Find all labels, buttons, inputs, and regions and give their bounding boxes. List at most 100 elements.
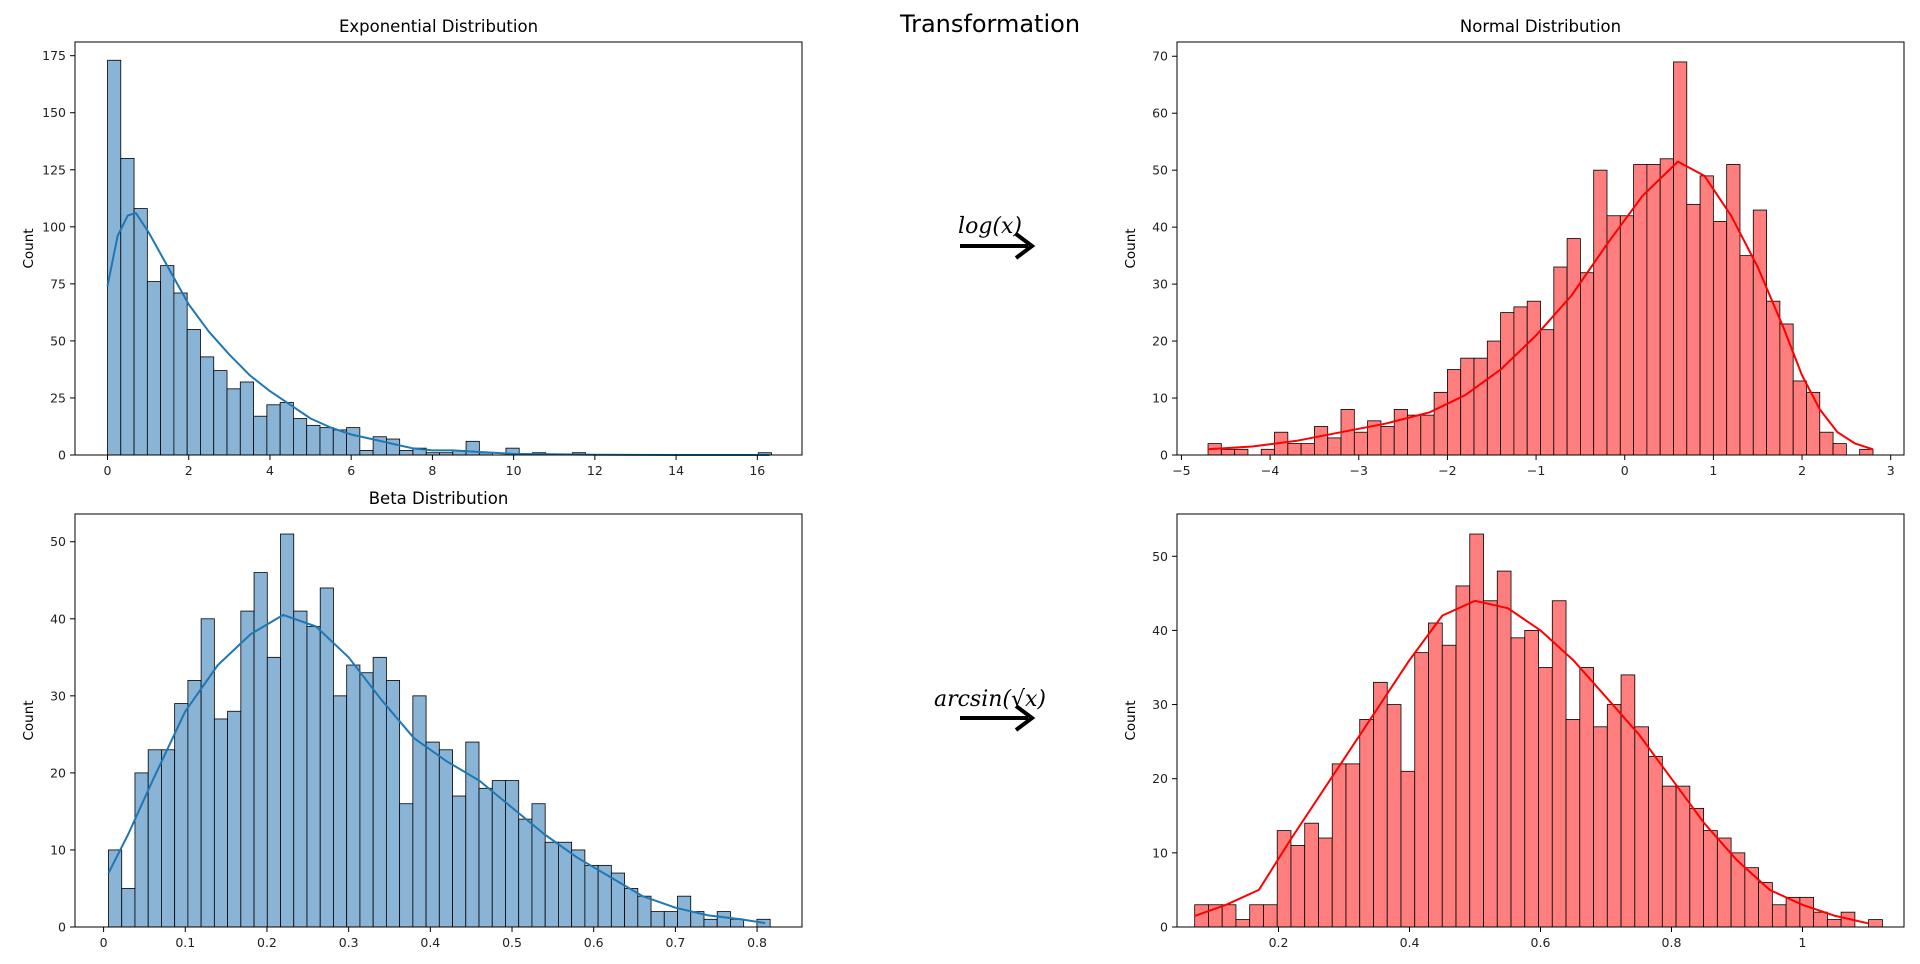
normal-histogram: −5 −4 −3 −2 −1 0 1 2 3010203040506070CountNormal… [1123,17,1905,478]
histogram-bar [1620,674,1636,928]
transform-arrow-top: log(x) [958,214,1036,260]
histogram-bar [425,741,440,928]
histogram-bar [1565,718,1581,928]
histogram-bar [186,329,201,456]
y-tick-label: 100 [42,219,66,234]
histogram-bar [306,424,321,456]
histogram-bar [1593,726,1608,928]
histogram-bar [1469,533,1484,928]
y-tick-label: 50 [50,333,66,348]
histogram-bar [1792,380,1807,456]
y-axis-label: Count [1123,228,1139,268]
histogram-bar [1726,164,1741,456]
histogram-bar [465,741,480,928]
histogram-bar [1739,255,1754,456]
histogram-bar [518,818,533,928]
histogram-bar [1359,718,1374,928]
histogram-bar [1260,448,1275,456]
histogram-bar [1579,272,1595,456]
histogram-bar [465,440,480,456]
x-tick-label: 0.1 [175,935,195,950]
histogram-bar [637,895,652,928]
histogram-bar [1593,169,1608,456]
x-tick-label: −4 [1261,463,1279,478]
histogram-bar [1318,837,1333,928]
transform-arrow-bottom: arcsin(√x) [934,687,1046,732]
histogram-bar [1606,704,1622,928]
histogram-bar [452,795,467,928]
histogram-bar [1220,448,1236,456]
histogram-bar [1712,221,1728,456]
y-axis-label: Count [1123,700,1139,740]
x-tick-label: 0.4 [420,935,440,950]
histogram-bar [1744,867,1760,928]
arrow-label-log: log(x) [958,214,1022,239]
histogram-bars [108,533,771,928]
y-tick-label: 20 [1152,771,1168,786]
beta-histogram: 0 0.1 0.2 0.3 0.4 0.5 0.6 0.7 0.8 0 10 20 30 40 50 Coun… [21,489,803,950]
exponential-histogram: 0 2 4 6 8 10 12 14 16 0 25 50 75 100 125 150 175 Count Exp… [21,17,803,478]
histogram-bar [1553,266,1568,456]
histogram-bar [293,610,308,928]
y-tick-label: 10 [1152,845,1168,860]
histogram-bar [293,418,308,456]
x-tick-label: 0.7 [665,935,685,950]
histogram-bar [174,703,189,928]
histogram-bar [239,381,254,456]
histogram-bar [200,618,215,928]
histogram-bars [1207,61,1874,456]
histogram-bar [1661,785,1677,928]
x-tick-label: 2 [1798,463,1806,478]
histogram-bar [1689,807,1704,928]
histogram-bar [332,429,347,456]
histogram-bar [333,695,348,928]
kde-curve [106,212,770,456]
histogram-bar [584,864,599,928]
x-tick-label: 1 [1709,463,1717,478]
histogram-bar [1813,911,1828,928]
histogram-bar [1393,409,1408,456]
x-tick-label: 3 [1887,463,1895,478]
y-tick-label: 70 [1152,49,1168,64]
histogram-bar [1766,300,1781,456]
histogram-bar [1407,414,1422,456]
histogram-bar [1287,443,1302,456]
histogram-bar [1386,704,1402,928]
histogram-bar [1673,61,1688,456]
right-arrow-icon [960,704,1036,732]
y-tick-label: 150 [42,105,66,120]
histogram-bar [266,404,281,456]
axes-frame [1176,41,1905,456]
histogram-bar [1579,667,1594,928]
histogram-bar [1327,437,1342,456]
x-tick-label: 16 [749,463,765,478]
histogram-bar [1538,667,1553,928]
histogram-bar [1420,414,1435,456]
histogram-bar [1473,357,1488,456]
histogram-bar [213,370,228,456]
histogram-bar [399,803,414,928]
histogram-bar [279,402,294,456]
x-tick-label: 0.8 [1662,935,1682,950]
histogram-bar [1331,763,1347,928]
histogram-bar [121,888,136,928]
histogram-bar [1648,756,1663,928]
histogram-bar [1455,585,1471,928]
x-tick-label: 0.2 [257,935,277,950]
histogram-bar [1486,340,1502,456]
x-tick-label: 0.5 [502,935,522,950]
histogram-bar [173,292,188,456]
histogram-bar [1659,158,1674,456]
histogram-bar [1646,164,1661,456]
histogram-bar [1730,852,1746,928]
histogram-bar [346,427,361,456]
histogram-bar [544,841,559,928]
histogram-bar [1779,323,1794,456]
figure-suptitle: Transformation [899,10,1080,38]
histogram-bar [1483,600,1498,928]
y-axis-label: Count [21,228,37,268]
histogram-bar [558,841,573,928]
histogram-bar [226,388,241,456]
y-tick-label: 40 [50,611,66,626]
kde-curve [1207,160,1874,451]
